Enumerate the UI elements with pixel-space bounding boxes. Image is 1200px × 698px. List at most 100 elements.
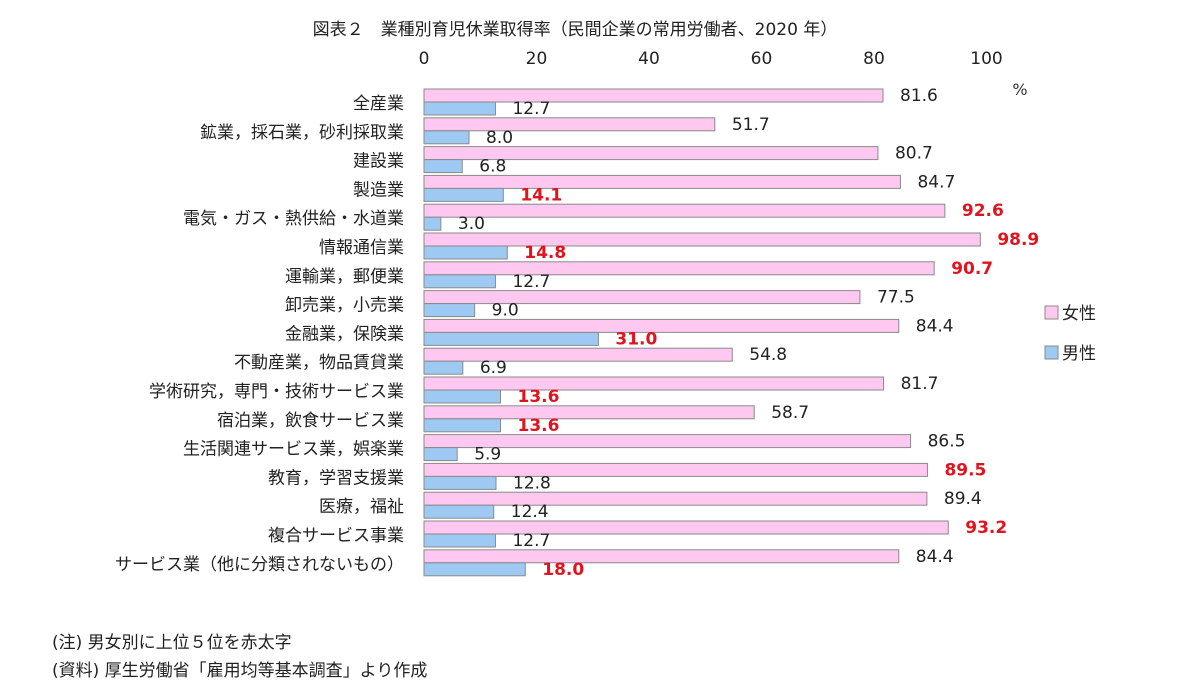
category-label: 電気・ガス・熱供給・水道業 — [183, 209, 404, 229]
category-label: 不動産業，物品賃貸業 — [234, 353, 404, 373]
bar-male — [423, 274, 496, 289]
bar-male — [423, 245, 508, 260]
bar-male — [423, 504, 495, 519]
category-label: 鉱業，採石業，砂利採取業 — [200, 123, 404, 143]
value-label-female: 89.4 — [944, 489, 982, 509]
category-label: 建設業 — [353, 152, 404, 172]
bar-female — [423, 203, 946, 218]
value-label-male: 6.8 — [479, 157, 506, 177]
bar-female — [423, 232, 981, 247]
category-label: 生活関連サービス業，娯楽業 — [183, 440, 404, 460]
bar-series — [423, 88, 981, 577]
bar-male — [423, 418, 501, 433]
bar-male — [423, 533, 496, 548]
value-label-male: 31.0 — [615, 329, 657, 349]
bar-male — [423, 101, 496, 116]
value-label-male: 18.0 — [542, 560, 584, 580]
bar-female — [423, 146, 879, 161]
bar-female — [423, 376, 885, 391]
bar-male — [423, 562, 526, 577]
value-label-male: 14.1 — [520, 185, 562, 205]
value-label-female: 58.7 — [771, 403, 809, 423]
legend-swatch — [1044, 345, 1059, 360]
value-label-male: 12.7 — [512, 99, 550, 119]
category-label: 金融業，保険業 — [285, 324, 404, 344]
value-label-female: 80.7 — [895, 144, 933, 164]
category-label: 全産業 — [353, 94, 404, 114]
bar-female — [423, 520, 949, 535]
category-label: 製造業 — [353, 180, 404, 200]
bar-female — [423, 405, 755, 420]
value-labels: 81.6 12.7 51.7 8.0 80.7 6.8 84.7 14.1 92.6 3.0 98.… — [458, 86, 1039, 580]
x-tick-label: 60 — [751, 49, 773, 69]
bar-male — [423, 447, 458, 462]
value-label-female: 54.8 — [749, 345, 787, 365]
bar-female — [423, 290, 861, 305]
x-tick-label: 100 — [970, 49, 1002, 69]
value-label-female: 77.5 — [877, 288, 915, 308]
legend-swatch — [1044, 305, 1059, 320]
x-tick-label: 80 — [863, 49, 885, 69]
value-label-female: 81.6 — [900, 86, 938, 106]
bar-male — [423, 187, 504, 202]
x-tick-label: 40 — [638, 49, 660, 69]
category-label: 卸売業，小売業 — [285, 296, 404, 316]
unit-label: % — [1012, 80, 1027, 99]
footnote-source: (資料) 厚生労働省「雇用均等基本調査」より作成 — [52, 661, 428, 681]
value-label-female: 81.7 — [901, 374, 939, 394]
x-axis-ticks: 0 20 40 60 80 100 — [419, 49, 1003, 69]
category-label: 学術研究，専門・技術サービス業 — [149, 382, 404, 402]
category-label: 医療，福祉 — [319, 497, 404, 517]
value-label-male: 13.6 — [518, 416, 560, 436]
chart-title: 図表２ 業種別育児休業取得率（民間企業の常用労働者、2020 年） — [313, 20, 838, 40]
bar-female — [423, 88, 884, 103]
legend-label: 男性 — [1062, 344, 1096, 364]
value-label-female: 84.7 — [917, 172, 955, 192]
bar-male — [423, 360, 464, 375]
value-label-male: 5.9 — [474, 445, 501, 465]
bar-male — [423, 216, 442, 231]
category-labels: 全産業鉱業，採石業，砂利採取業建設業製造業電気・ガス・熱供給・水道業情報通信業運… — [115, 94, 404, 575]
value-label-female: 92.6 — [962, 201, 1004, 221]
bar-female — [423, 318, 900, 333]
x-tick-label: 0 — [419, 49, 430, 69]
value-label-male: 3.0 — [458, 214, 485, 234]
category-label: 教育，学習支援業 — [268, 468, 404, 488]
bar-female — [423, 261, 935, 276]
bar-male — [423, 130, 470, 145]
category-label: 運輸業，郵便業 — [285, 267, 404, 287]
value-label-female: 89.5 — [944, 460, 986, 480]
value-label-female: 98.9 — [997, 230, 1039, 250]
value-label-male: 9.0 — [492, 301, 519, 321]
bar-female — [423, 347, 733, 362]
value-label-female: 86.5 — [928, 432, 966, 452]
bar-male — [423, 331, 599, 346]
category-label: 情報通信業 — [319, 238, 404, 258]
bar-male — [423, 159, 463, 174]
value-label-male: 6.9 — [480, 358, 507, 378]
category-label: 宿泊業，飲食サービス業 — [217, 411, 404, 431]
bar-female — [423, 462, 928, 477]
value-label-male: 12.8 — [513, 473, 551, 493]
value-label-male: 12.7 — [512, 531, 550, 551]
value-label-male: 12.7 — [512, 272, 550, 292]
footnote-note: (注) 男女別に上位５位を赤太字 — [52, 633, 292, 653]
value-label-female: 84.4 — [916, 316, 954, 336]
bar-female — [423, 174, 901, 189]
value-label-male: 8.0 — [486, 128, 513, 148]
value-label-male: 14.8 — [524, 243, 566, 263]
bar-chart: 図表２ 業種別育児休業取得率（民間企業の常用労働者、2020 年） 0 20 40 6… — [115, 20, 1096, 580]
bar-female — [423, 491, 928, 506]
bar-female — [423, 549, 900, 564]
bar-male — [423, 389, 501, 404]
bar-male — [423, 475, 497, 490]
category-label: 複合サービス事業 — [268, 526, 404, 546]
value-label-female: 84.4 — [916, 547, 954, 567]
bar-male — [423, 303, 476, 318]
value-label-female: 51.7 — [732, 115, 770, 135]
value-label-female: 93.2 — [965, 518, 1007, 538]
value-label-male: 13.6 — [518, 387, 560, 407]
legend-label: 女性 — [1062, 304, 1096, 324]
value-label-male: 12.4 — [511, 502, 549, 522]
